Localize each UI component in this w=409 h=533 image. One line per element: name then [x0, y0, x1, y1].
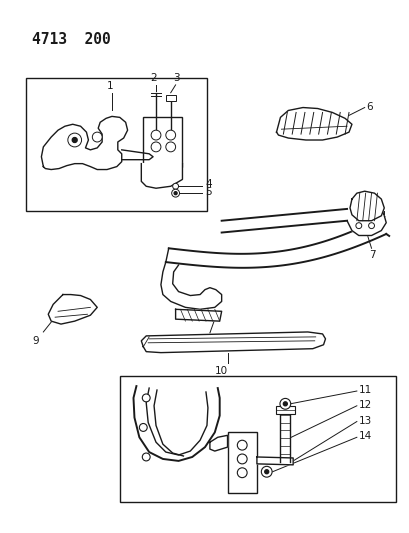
Bar: [165, 95, 175, 101]
Text: 9: 9: [32, 336, 39, 346]
Text: 6: 6: [366, 102, 372, 111]
Circle shape: [172, 183, 178, 189]
Circle shape: [142, 394, 150, 402]
Circle shape: [171, 189, 179, 197]
Text: 4: 4: [204, 179, 211, 189]
Circle shape: [165, 142, 175, 152]
Polygon shape: [141, 164, 182, 188]
Bar: [275, 406, 294, 414]
Text: 11: 11: [358, 385, 371, 395]
Text: 13: 13: [358, 416, 371, 425]
Text: 12: 12: [358, 400, 371, 410]
Circle shape: [261, 466, 272, 477]
Polygon shape: [41, 116, 127, 169]
Polygon shape: [346, 216, 385, 236]
Circle shape: [139, 424, 147, 431]
Polygon shape: [121, 150, 153, 160]
Circle shape: [165, 130, 175, 140]
Bar: [26, 78, 207, 211]
Circle shape: [151, 142, 160, 152]
Polygon shape: [133, 386, 219, 461]
Polygon shape: [48, 295, 97, 324]
Circle shape: [264, 470, 268, 474]
Bar: [119, 376, 395, 502]
Text: 7: 7: [369, 251, 375, 260]
Text: 5: 5: [204, 187, 211, 197]
Polygon shape: [276, 108, 351, 140]
Text: 3: 3: [173, 73, 180, 83]
Circle shape: [151, 130, 160, 140]
Polygon shape: [160, 262, 221, 309]
Bar: [143, 117, 182, 167]
Circle shape: [368, 223, 373, 229]
Circle shape: [237, 440, 247, 450]
Circle shape: [355, 223, 361, 229]
Circle shape: [279, 398, 290, 409]
Text: 10: 10: [215, 366, 228, 376]
Circle shape: [142, 453, 150, 461]
Circle shape: [92, 132, 102, 142]
Polygon shape: [256, 457, 292, 465]
Circle shape: [67, 133, 81, 147]
Circle shape: [237, 468, 247, 478]
Polygon shape: [175, 309, 221, 321]
Text: 1: 1: [106, 81, 113, 91]
Circle shape: [283, 402, 287, 406]
Text: 4713  200: 4713 200: [31, 32, 110, 47]
Polygon shape: [349, 191, 383, 221]
Circle shape: [174, 192, 177, 195]
Circle shape: [237, 454, 247, 464]
Polygon shape: [141, 332, 325, 353]
Text: 14: 14: [358, 431, 371, 441]
Text: 2: 2: [151, 73, 157, 83]
Polygon shape: [209, 435, 227, 451]
Text: 8: 8: [204, 335, 211, 345]
Circle shape: [72, 138, 77, 142]
Bar: [227, 432, 256, 494]
